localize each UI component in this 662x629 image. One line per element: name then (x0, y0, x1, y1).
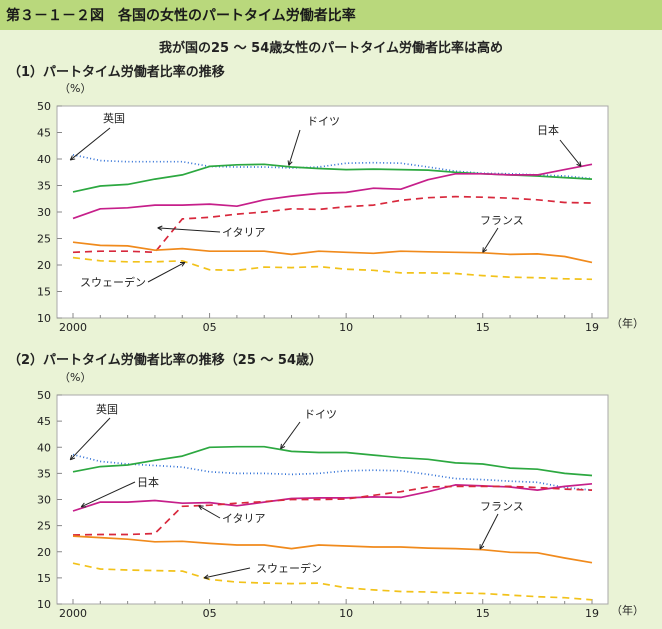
panel1-y-tick-label: 25 (37, 233, 51, 246)
panel1-series-label-2: 日本 (537, 123, 559, 137)
panel1-leader-line (69, 127, 111, 161)
panel2-leader-line (198, 505, 221, 519)
panel2-leader-line (69, 417, 111, 461)
panel2-leader-arrowhead (479, 544, 485, 550)
panel1-y-tick-label: 20 (37, 259, 51, 272)
panel2-series-label-3: イタリア (222, 512, 266, 525)
figure-header: 第３－１－２図 各国の女性のパートタイム労働者比率 (0, 0, 662, 30)
panel2-heading: （2）パートタイム労働者比率の推移（25 ～ 54歳） (8, 353, 323, 368)
panel2-leader-line (204, 567, 251, 579)
panel1-leader-arrowhead (179, 261, 186, 267)
panel2-x-tick-label: 2000 (59, 607, 87, 620)
panel2-y-tick-label: 20 (37, 546, 51, 559)
panel2-y-tick-label: 25 (37, 520, 51, 533)
panel1-x-unit-label: （年） (611, 316, 644, 330)
panel2-leader-line (80, 481, 136, 508)
panel1-leader-line (482, 227, 499, 253)
panel2-series-label-4: フランス (480, 500, 524, 513)
panel1-y-tick-label: 15 (37, 286, 51, 299)
panel1-y-tick-label: 45 (37, 127, 51, 140)
panel1-series-line-4 (72, 241, 593, 264)
figure-subtitle: 我が国の25 ～ 54歳女性のパートタイム労働者比率は高め (159, 41, 503, 56)
panel2-leader-arrowhead (198, 505, 204, 511)
panel2-y-tick-label: 35 (37, 467, 51, 480)
panel1-series-label-5: スウェーデン (80, 275, 146, 289)
panel1-y-tick-label: 30 (37, 206, 51, 219)
panel2-x-tick-label: 05 (203, 607, 217, 620)
panel2-y-unit-label: （%） (59, 371, 91, 384)
panel1-leader-arrowhead (69, 155, 76, 161)
panel1-heading: （1）パートタイム労働者比率の推移 (8, 65, 225, 80)
panel2-series-line-4 (72, 535, 593, 564)
panel2-leader-arrowhead (80, 502, 87, 508)
panel1-series-line-3 (72, 195, 593, 254)
panel2-x-tick-label: 10 (339, 607, 353, 620)
panel1-series-label-4: フランス (480, 214, 524, 227)
panel2-series-line-0 (72, 453, 593, 491)
panel2-x-tick-label: 19 (585, 607, 599, 620)
panel2-series-line-3 (72, 485, 593, 536)
panel2-x-unit-label: （年） (611, 603, 644, 617)
panel2-series-label-5: スウェーデン (256, 561, 322, 575)
panel1-leader-line (147, 261, 186, 283)
panel1-x-tick-label: 19 (585, 321, 599, 334)
panel1-leader-line (157, 227, 221, 233)
panel1-y-tick-label: 50 (37, 100, 51, 113)
panel1-series-label-0: 英国 (103, 111, 125, 125)
panel1-y-tick-label: 40 (37, 153, 51, 166)
panel1-y-tick-label: 35 (37, 180, 51, 193)
panel1-leader-arrowhead (482, 247, 488, 253)
panel2-x-tick-label: 15 (476, 607, 490, 620)
panel2-series-label-1: ドイツ (304, 408, 337, 421)
figure-title: 第３－１－２図 各国の女性のパートタイム労働者比率 (6, 8, 356, 24)
panel2-leader-arrowhead (69, 454, 76, 461)
panel2-y-tick-label: 40 (37, 441, 51, 454)
panel1-plot-area (56, 105, 609, 319)
panel1-series-label-1: ドイツ (307, 115, 340, 128)
panel2-leader-line (280, 421, 301, 450)
panel2-y-tick-label: 45 (37, 415, 51, 428)
panel1-x-tick-label: 05 (203, 321, 217, 334)
panel1-leader-arrowhead (576, 161, 582, 167)
panel1-series-line-5 (72, 256, 593, 281)
panel1-leader-arrowhead (157, 225, 163, 231)
panel1-leader-arrowhead (287, 160, 293, 166)
panel1-leader-line (288, 129, 301, 166)
panel2-series-line-1 (72, 445, 593, 477)
panel1-series-line-0 (72, 153, 593, 180)
panel2-y-tick-label: 50 (37, 389, 51, 402)
panel1-y-tick-label: 10 (37, 312, 51, 325)
panel1-series-line-2 (72, 163, 593, 220)
panel1-series-label-3: イタリア (222, 226, 266, 239)
panel2-series-label-0: 英国 (96, 402, 118, 416)
panel2-series-line-5 (72, 562, 593, 601)
panel2-leader-line (479, 513, 499, 550)
panel1-x-tick-label: 2000 (59, 321, 87, 334)
panel2-leader-arrowhead (203, 574, 210, 580)
panel1-x-tick-label: 15 (476, 321, 490, 334)
panel2-leader-arrowhead (280, 443, 286, 450)
panel1-y-unit-label: （%） (59, 82, 91, 95)
panel2-series-label-2: 日本 (137, 475, 159, 489)
panel2-y-tick-label: 10 (37, 598, 51, 611)
panel2-y-tick-label: 15 (37, 572, 51, 585)
panel1-leader-line (559, 139, 582, 167)
panel1-x-tick-label: 10 (339, 321, 353, 334)
panel2-y-tick-label: 30 (37, 494, 51, 507)
